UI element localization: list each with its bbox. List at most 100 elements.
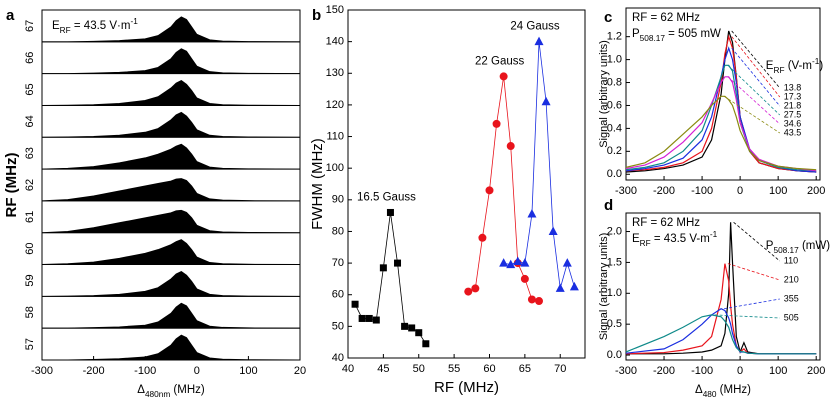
x-tick-label: -100 xyxy=(691,185,713,197)
x-tick-label: -300 xyxy=(615,365,637,377)
y-tick-label: 60 xyxy=(332,289,344,301)
x-tick-label: 60 xyxy=(483,363,495,375)
marker xyxy=(464,287,473,296)
series-label: 505 xyxy=(784,312,799,322)
y-axis-label: RF (MHz) xyxy=(3,153,20,218)
marker xyxy=(401,322,409,330)
y-tick-label: 100 xyxy=(326,162,344,174)
series-label: 34.6 xyxy=(784,118,802,128)
x-tick-label: 100 xyxy=(769,365,787,377)
marker xyxy=(394,259,402,267)
x-tick-label: 65 xyxy=(519,363,531,375)
plot-frame xyxy=(625,212,821,361)
series-line xyxy=(503,41,575,289)
y-tick-label: 150 xyxy=(326,4,344,16)
y-tick-label: 40 xyxy=(332,352,344,364)
x-tick-label: 100 xyxy=(769,185,787,197)
profile-area xyxy=(41,80,301,106)
leader-line xyxy=(731,30,781,89)
annotation: RF = 62 MHz xyxy=(632,12,700,24)
y-tick-label: 57 xyxy=(24,338,36,350)
plot-frame xyxy=(347,9,586,359)
y-tick-label: 130 xyxy=(326,67,344,79)
y-axis-label: Signal (arbitrary units) xyxy=(598,233,610,341)
marker xyxy=(506,142,515,151)
marker xyxy=(499,258,509,267)
y-tick-label: 0.5 xyxy=(607,318,622,330)
text-part: RF = 62 MHz xyxy=(632,217,700,229)
text-part: E xyxy=(766,60,774,72)
marker xyxy=(527,209,537,218)
text-part: E xyxy=(52,20,60,32)
marker xyxy=(548,226,558,235)
series-label: 21.8 xyxy=(784,100,802,110)
x-tick-label: -300 xyxy=(31,365,53,377)
y-tick-label: 1.5 xyxy=(607,256,622,268)
profile-area xyxy=(41,209,301,234)
series-line xyxy=(354,212,427,344)
panel-letter: c xyxy=(604,9,612,26)
y-tick-label: 110 xyxy=(326,130,344,142)
text-part: P xyxy=(632,28,640,40)
marker xyxy=(478,233,487,242)
text-part: (mW) xyxy=(799,240,830,252)
series-label: 43.5 xyxy=(784,127,802,137)
y-tick-label: 80 xyxy=(332,225,344,237)
marker xyxy=(527,295,536,304)
marker xyxy=(386,208,394,216)
x-tick-label: 0 xyxy=(194,365,200,377)
text-part: 508.17 xyxy=(640,34,666,43)
y-tick-label: 0.0 xyxy=(607,349,622,361)
y-tick-label: 1.0 xyxy=(607,54,622,66)
panel-letter: d xyxy=(604,197,613,214)
series-label: 17.3 xyxy=(784,91,802,101)
y-tick-label: 50 xyxy=(332,320,344,332)
series-label: 22 Gauss xyxy=(475,55,524,67)
leader-line xyxy=(727,65,781,116)
y-tick-label: 60 xyxy=(24,243,36,255)
y-tick-label: 63 xyxy=(24,147,36,159)
y-tick-label: 62 xyxy=(24,179,36,191)
y-tick-label: 64 xyxy=(24,115,36,127)
leader-line xyxy=(727,76,781,125)
annotation: ERF = 43.5 V-m-1 xyxy=(632,230,718,248)
leader-line xyxy=(733,221,781,262)
marker xyxy=(415,329,423,337)
panel-letter: a xyxy=(6,7,15,24)
x-tick-label: 40 xyxy=(342,363,354,375)
text-part: = 43.5 V-m xyxy=(651,233,710,245)
leader-line xyxy=(731,36,781,98)
y-tick-label: 58 xyxy=(24,306,36,318)
legend-title: ERF (V-m-1) xyxy=(766,57,824,75)
text-part: -1 xyxy=(710,230,718,239)
marker xyxy=(471,284,480,293)
marker xyxy=(506,259,516,269)
y-tick-label: 120 xyxy=(326,99,344,111)
leader-line xyxy=(723,95,781,134)
marker xyxy=(485,186,494,195)
text-part: 480nm xyxy=(145,390,170,399)
leader-line xyxy=(731,47,781,107)
text-part: (MHz) xyxy=(716,384,751,396)
profile-area xyxy=(41,178,301,202)
text-part: 508.17 xyxy=(773,246,799,255)
y-tick-label: 61 xyxy=(24,211,36,223)
marker xyxy=(365,314,373,322)
text-part: RF xyxy=(60,26,71,35)
profile-area xyxy=(42,334,301,361)
text-part: Δ xyxy=(695,384,703,396)
text-part: RF xyxy=(773,66,784,75)
y-tick-label: 67 xyxy=(24,20,36,32)
x-tick-label: 45 xyxy=(377,363,389,375)
text-part: (MHz) xyxy=(170,384,205,396)
profile-area xyxy=(41,143,301,170)
series-label: 16.5 Gauss xyxy=(357,192,416,204)
y-tick-label: 0.8 xyxy=(607,76,622,88)
y-tick-label: 90 xyxy=(332,194,344,206)
leader-line xyxy=(727,263,780,281)
plot-frame xyxy=(625,7,821,181)
x-tick-label: 200 xyxy=(807,365,825,377)
plot-frame xyxy=(41,9,301,361)
marker xyxy=(358,314,366,322)
x-tick-label: 70 xyxy=(554,363,566,375)
